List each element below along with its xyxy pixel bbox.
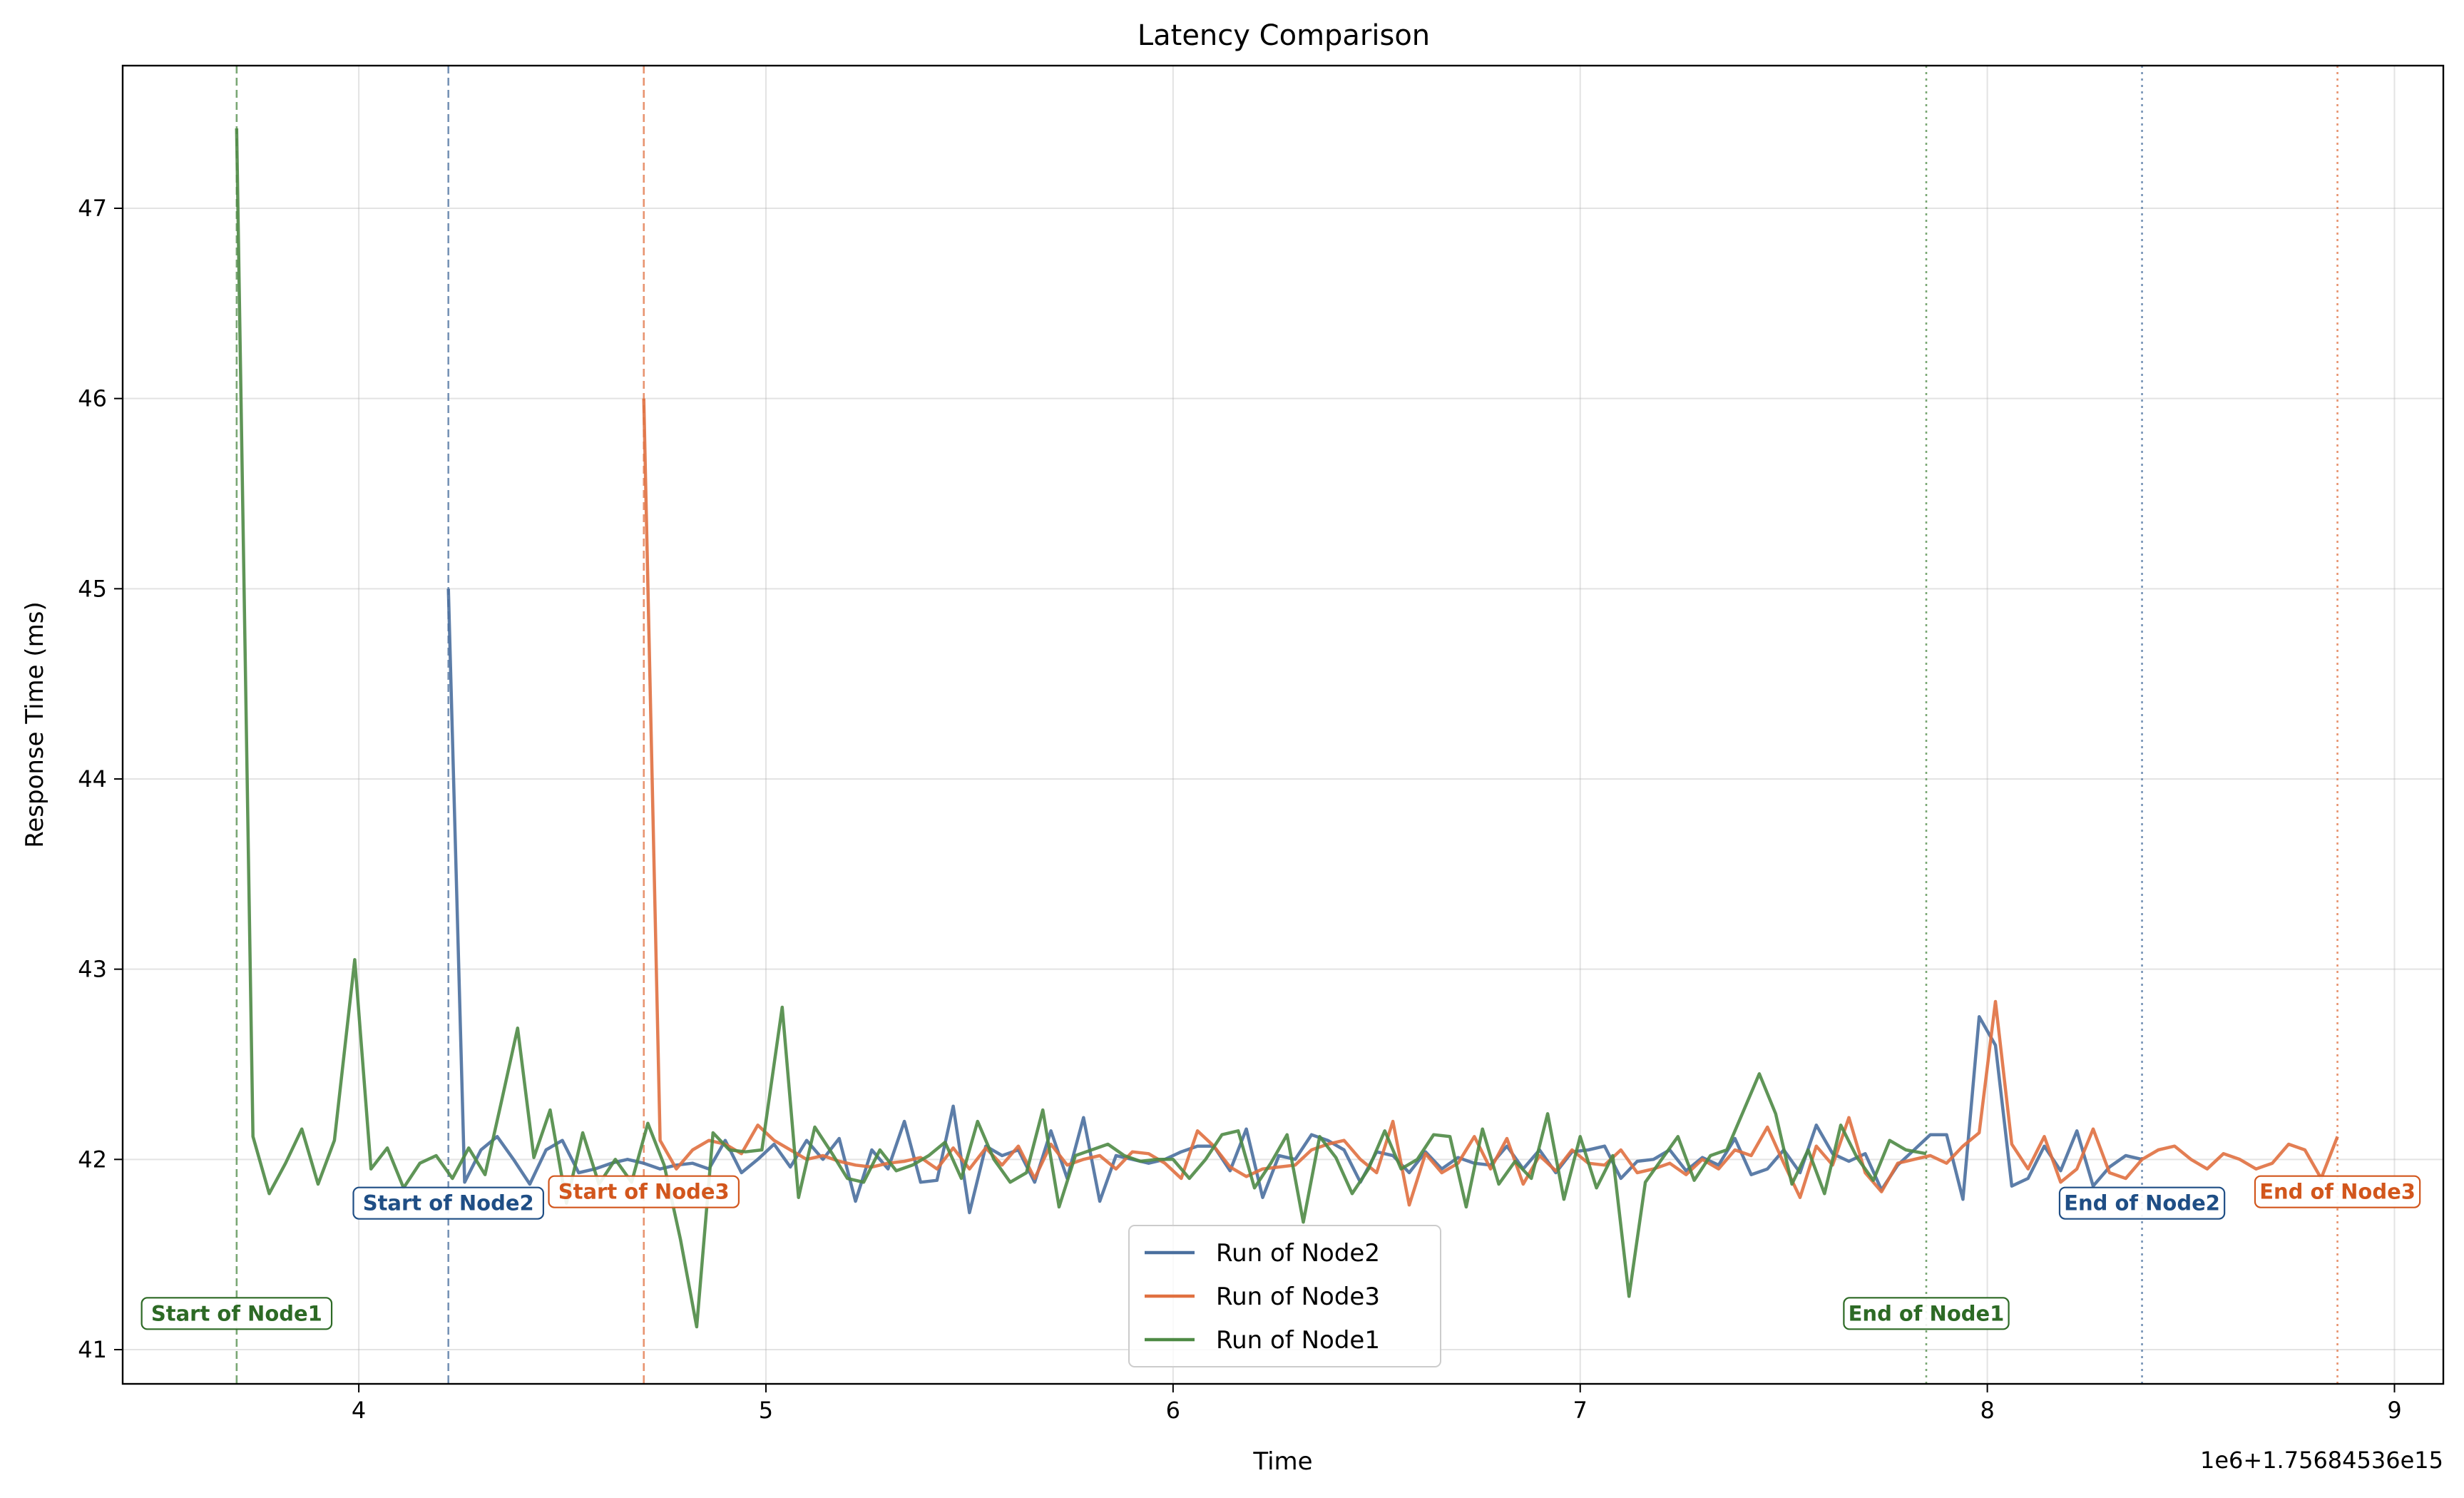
legend-label: Run of Node3 xyxy=(1216,1283,1380,1311)
marker-lines xyxy=(235,66,2338,1384)
annotation-label: End of Node3 xyxy=(2259,1180,2416,1204)
chart-title: Latency Comparison xyxy=(1138,19,1430,52)
series-lines xyxy=(235,128,2339,1329)
annotation-box xyxy=(140,1297,333,1330)
annotation-label: End of Node1 xyxy=(1849,1301,2005,1325)
x-tick-label: 6 xyxy=(1166,1397,1180,1424)
annotations: Start of Node1 Start of Node2 Start of Nod… xyxy=(140,1175,2421,1330)
series-line xyxy=(235,128,1927,1329)
x-tick-label: 4 xyxy=(352,1397,366,1424)
y-tick-label: 43 xyxy=(78,956,107,983)
legend: Run of Node2 Run of Node3 Run of Node1 xyxy=(1128,1225,1441,1367)
annotation-box xyxy=(2254,1175,2421,1208)
annotation-box xyxy=(2058,1186,2226,1220)
y-tick-label: 46 xyxy=(78,385,107,412)
annotation-box xyxy=(352,1186,545,1220)
plot-frame xyxy=(121,64,2445,1385)
y-tick-label: 42 xyxy=(78,1146,107,1173)
y-tick-label: 41 xyxy=(78,1336,107,1363)
y-tick-label: 44 xyxy=(78,765,107,793)
grid xyxy=(123,66,2443,1384)
annotation-box xyxy=(1843,1297,2010,1330)
x-tick-label: 8 xyxy=(1980,1397,1994,1424)
y-tick-label: 47 xyxy=(78,195,107,222)
annotation-label: Start of Node3 xyxy=(558,1180,730,1204)
legend-label: Run of Node2 xyxy=(1216,1239,1380,1268)
annotation-label: Start of Node2 xyxy=(363,1191,534,1216)
annotation-label: End of Node2 xyxy=(2064,1191,2220,1216)
x-tick-label: 5 xyxy=(759,1397,773,1424)
legend-label: Run of Node1 xyxy=(1216,1326,1380,1355)
x-tick-label: 9 xyxy=(2387,1397,2401,1424)
y-axis-title: Response Time (ms) xyxy=(21,601,49,847)
x-axis-title: Time xyxy=(1252,1447,1312,1476)
x-axis-offset-label: 1e6+1.75684536e15 xyxy=(2200,1447,2443,1474)
annotation-box xyxy=(548,1175,740,1208)
annotation-label: Start of Node1 xyxy=(151,1301,322,1325)
x-tick-label: 7 xyxy=(1573,1397,1588,1424)
series-line xyxy=(446,588,2143,1215)
y-tick-label: 45 xyxy=(78,575,107,602)
series-line xyxy=(642,398,2339,1207)
legend-box xyxy=(1128,1225,1441,1367)
